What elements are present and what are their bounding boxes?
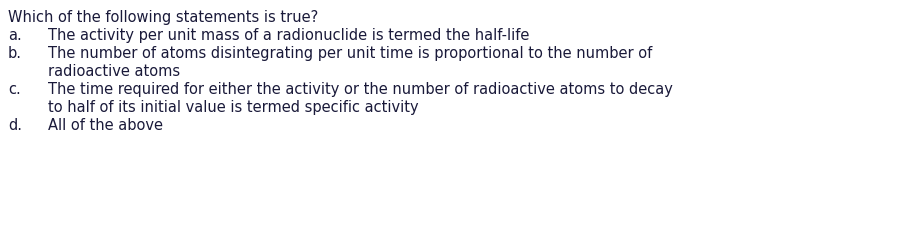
Text: a.: a. (8, 28, 22, 43)
Text: d.: d. (8, 118, 22, 133)
Text: All of the above: All of the above (48, 118, 163, 133)
Text: Which of the following statements is true?: Which of the following statements is tru… (8, 10, 318, 25)
Text: b.: b. (8, 46, 22, 61)
Text: to half of its initial value is termed specific activity: to half of its initial value is termed s… (48, 100, 419, 115)
Text: The activity per unit mass of a radionuclide is termed the half-life: The activity per unit mass of a radionuc… (48, 28, 529, 43)
Text: radioactive atoms: radioactive atoms (48, 64, 179, 79)
Text: c.: c. (8, 82, 21, 97)
Text: The number of atoms disintegrating per unit time is proportional to the number o: The number of atoms disintegrating per u… (48, 46, 651, 61)
Text: The time required for either the activity or the number of radioactive atoms to : The time required for either the activit… (48, 82, 672, 97)
